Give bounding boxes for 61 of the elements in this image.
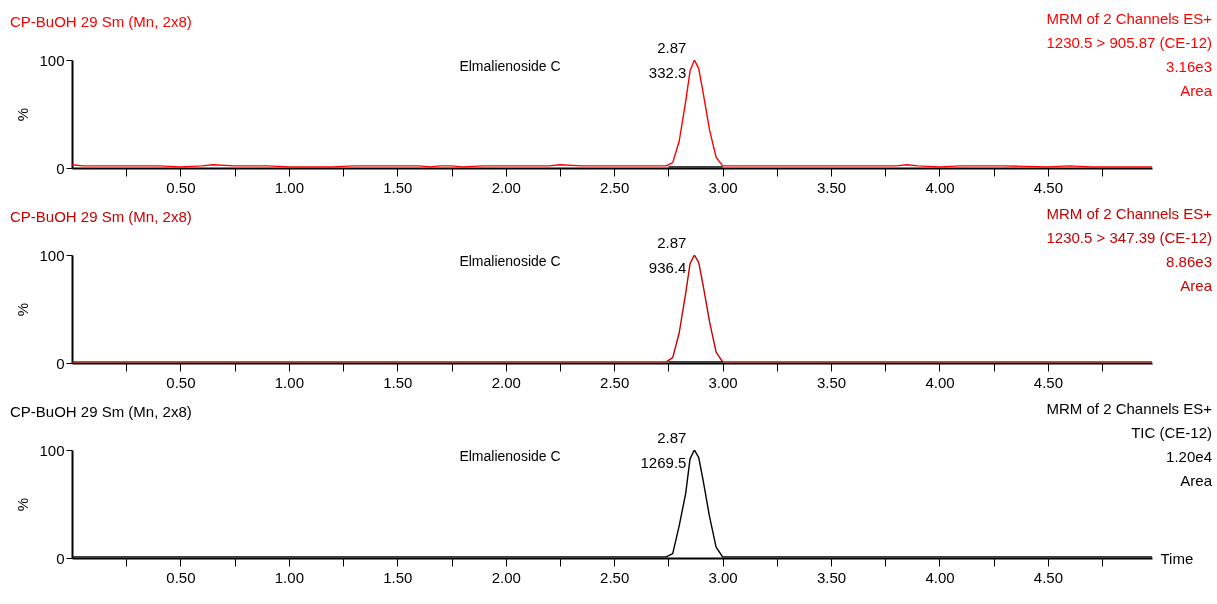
x-tick-label: 3.00 [708, 178, 738, 196]
y-tick-label: 0 [56, 549, 65, 567]
x-tick-label: 1.00 [274, 568, 304, 586]
annotation: 1269.5 [640, 454, 687, 471]
annotation: Elmalienoside C [459, 253, 561, 269]
x-tick-label: 0.50 [166, 178, 196, 196]
x-tick-label: 3.50 [816, 568, 847, 586]
x-tick-label: 3.50 [816, 373, 847, 391]
y-tick-label: 0 [56, 159, 65, 177]
annotation: 936.4 [648, 259, 687, 276]
text: 8.86e3 [1166, 253, 1212, 270]
x-tick-label: 1.00 [274, 178, 304, 196]
chart-title: CP-BuOH 29 Sm (Mn, 2x8) [10, 13, 192, 30]
x-tick-label: 3.00 [708, 568, 738, 586]
y-axis-title: % [14, 302, 32, 317]
x-tick-label: 4.00 [925, 373, 955, 391]
x-tick-label: 3.50 [816, 178, 847, 196]
y-axis-title: % [14, 107, 32, 122]
x-tick-label: 4.50 [1033, 178, 1064, 196]
y-tick-label: 100 [39, 246, 65, 264]
text: MRM of 2 Channels ES+ [1046, 400, 1213, 417]
x-tick-label: 4.00 [925, 568, 955, 586]
text: 2.87 [657, 429, 687, 446]
x-tick-label: 2.50 [600, 568, 630, 586]
text: TIC (CE-12) [1131, 424, 1212, 441]
annotation: 332.3 [648, 64, 687, 81]
x-tick-label: 4.00 [925, 178, 955, 196]
text: Area [1180, 472, 1213, 489]
text: 3.16e3 [1166, 58, 1212, 75]
text: Area [1180, 82, 1213, 99]
text: MRM of 2 Channels ES+ [1046, 205, 1213, 222]
x-tick-label: 2.50 [600, 178, 630, 196]
y-tick-label: 0 [56, 354, 65, 372]
x-tick-label: 2.00 [491, 178, 521, 196]
x-tick-label: 1.50 [383, 568, 413, 586]
x-tick-label: 1.50 [383, 373, 413, 391]
chart-title: CP-BuOH 29 Sm (Mn, 2x8) [10, 208, 192, 225]
x-tick-label: 0.50 [166, 373, 196, 391]
text: MRM of 2 Channels ES+ [1046, 10, 1213, 27]
x-axis-title: Time [1160, 549, 1194, 567]
x-tick-label: 2.00 [491, 373, 521, 391]
x-tick-label: 1.50 [383, 178, 413, 196]
annotation: Elmalienoside C [459, 448, 561, 464]
text: 2.87 [657, 39, 687, 56]
text: 1230.5 > 905.87 (CE-12) [1046, 34, 1212, 51]
text: 1.20e4 [1166, 448, 1212, 465]
text: 2.87 [657, 234, 687, 251]
x-tick-label: 4.50 [1033, 568, 1064, 586]
text: 1230.5 > 347.39 (CE-12) [1046, 229, 1212, 246]
x-tick-label: 0.50 [166, 568, 196, 586]
annotation: Elmalienoside C [459, 58, 561, 74]
text: Area [1180, 277, 1213, 294]
x-tick-label: 1.00 [274, 373, 304, 391]
y-tick-label: 100 [39, 51, 65, 69]
x-tick-label: 4.50 [1033, 373, 1064, 391]
x-tick-label: 2.50 [600, 373, 630, 391]
chart-title: CP-BuOH 29 Sm (Mn, 2x8) [10, 403, 192, 420]
x-tick-label: 3.00 [708, 373, 738, 391]
x-tick-label: 2.00 [491, 568, 521, 586]
y-axis-title: % [14, 497, 32, 512]
y-tick-label: 100 [39, 441, 65, 459]
